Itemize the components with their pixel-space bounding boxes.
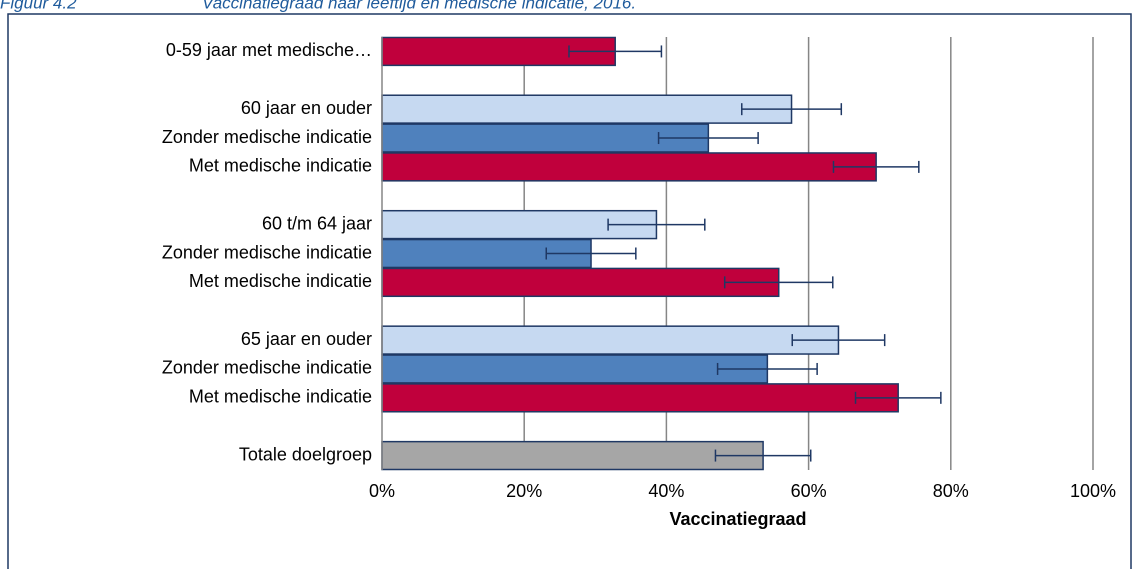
x-tick-label: 20%	[506, 481, 542, 501]
y-tick-label: Zonder medische indicatie	[162, 358, 372, 378]
figure-caption: Vaccinatiegraad naar leeftijd en medisch…	[202, 0, 636, 12]
y-tick-label: Met medische indicatie	[189, 387, 372, 407]
bar	[381, 152, 877, 182]
y-tick-label: Met medische indicatie	[189, 271, 372, 291]
error-bar	[832, 160, 920, 173]
error-bar	[657, 132, 759, 145]
error-bar	[545, 247, 637, 260]
x-tick-label: 40%	[648, 481, 684, 501]
y-tick-label: Totale doelgroep	[239, 444, 372, 464]
error-bar	[741, 103, 843, 116]
bar	[381, 325, 840, 355]
error-bar	[714, 449, 812, 462]
x-tick-label: 0%	[369, 481, 395, 501]
error-bar	[568, 45, 663, 58]
error-bar	[854, 391, 942, 404]
bar	[381, 94, 793, 124]
error-bar	[723, 276, 834, 289]
bar	[381, 354, 769, 384]
x-tick-label: 60%	[791, 481, 827, 501]
y-tick-label: 65 jaar en ouder	[241, 329, 372, 349]
error-bar	[791, 334, 886, 347]
y-tick-label: 60 jaar en ouder	[241, 98, 372, 118]
y-tick-label: 60 t/m 64 jaar	[262, 213, 372, 233]
y-tick-label: Zonder medische indicatie	[162, 127, 372, 147]
y-tick-label: Met medische indicatie	[189, 156, 372, 176]
y-tick-label: Zonder medische indicatie	[162, 242, 372, 262]
error-bar	[607, 218, 706, 231]
bar	[381, 267, 780, 298]
x-tick-label: 100%	[1070, 481, 1116, 501]
x-tick-label: 80%	[933, 481, 969, 501]
bar	[381, 383, 899, 413]
error-bar	[716, 362, 818, 375]
x-axis-title: Vaccinatiegraad	[669, 509, 806, 529]
bar	[381, 440, 764, 471]
y-tick-label: 0-59 jaar met medische…	[166, 40, 372, 60]
figure-number: Figuur 4.2	[0, 0, 77, 12]
